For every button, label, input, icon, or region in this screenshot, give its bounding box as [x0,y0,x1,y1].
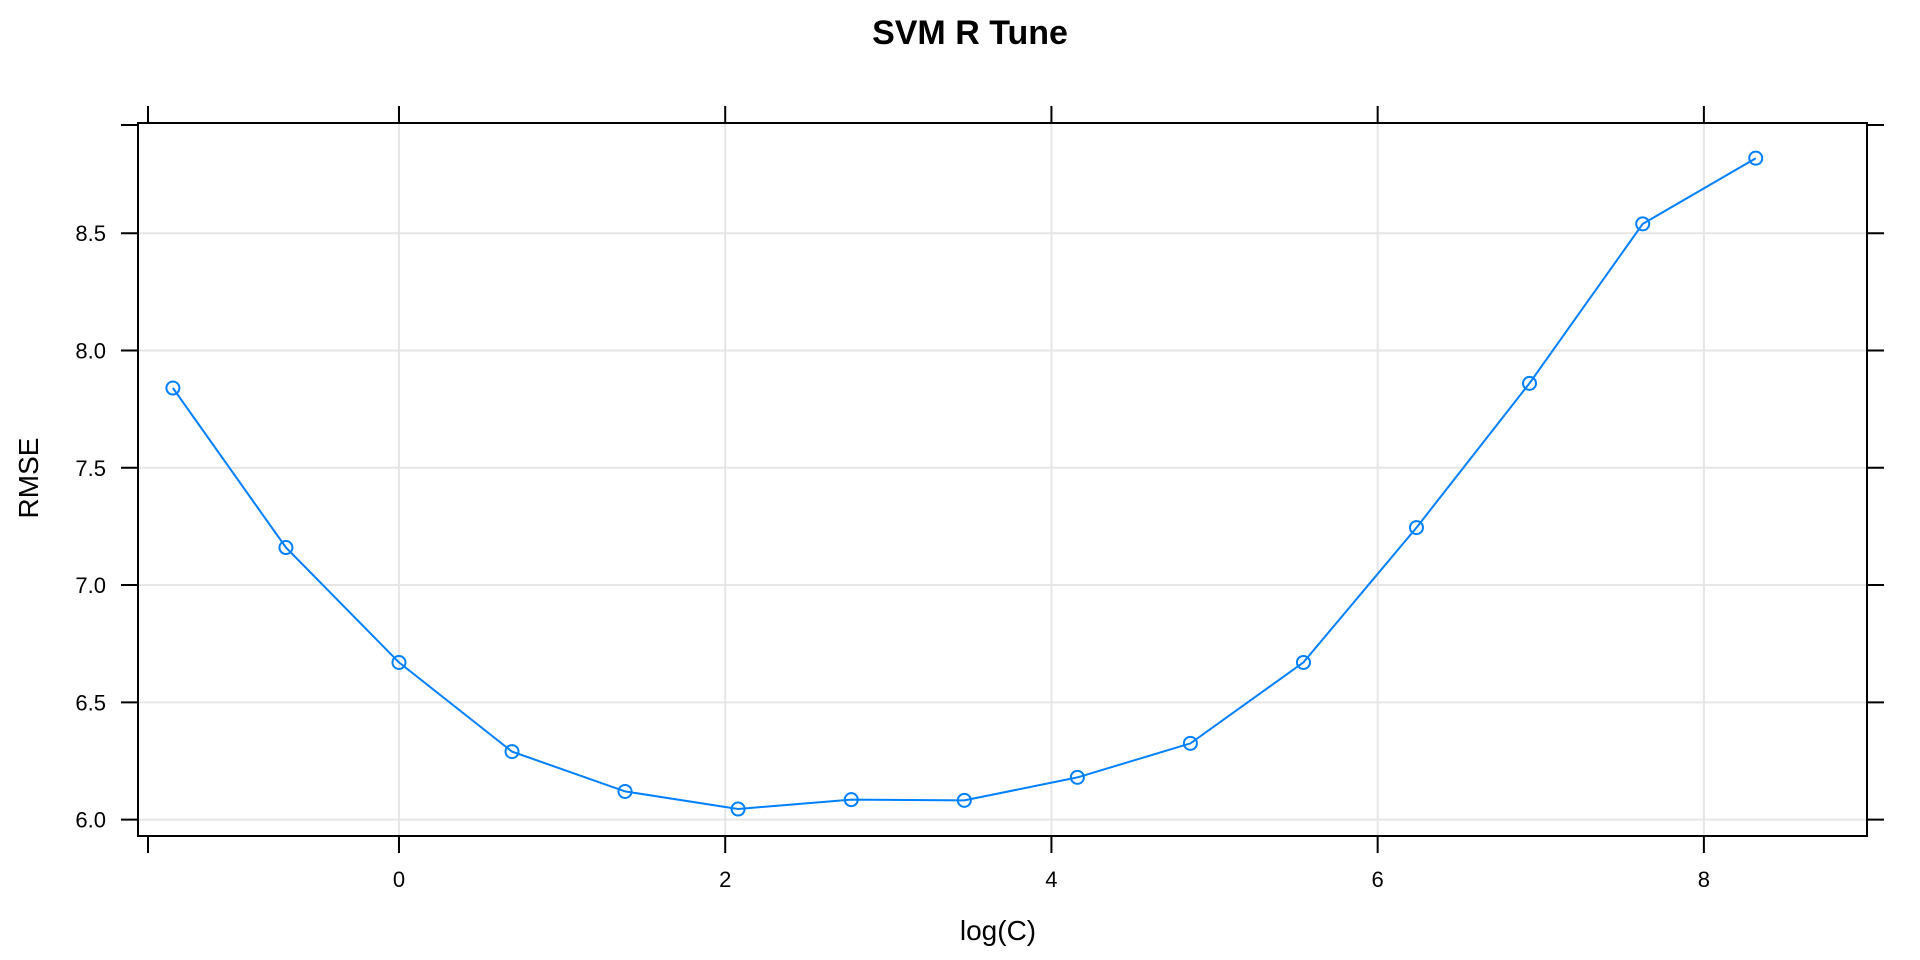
data-point [617,783,633,799]
x-axis-title: log(C) [960,915,1036,946]
y-tick-label: 6.0 [75,808,106,833]
data-point [165,380,181,396]
data-point [843,792,859,808]
data-point [1295,654,1311,670]
x-tick-label: 2 [719,867,731,892]
data-point [391,654,407,670]
y-tick-label: 8.5 [75,221,106,246]
y-tick-label: 7.0 [75,573,106,598]
data-point [730,801,746,817]
x-tick-label: 4 [1045,867,1057,892]
chart-title: SVM R Tune [872,14,1068,52]
series-line [172,157,1757,811]
data-series [165,150,1764,817]
x-tick-label: 8 [1698,867,1710,892]
x-tick-label: 6 [1372,867,1384,892]
data-point [1182,735,1198,751]
data-point [1748,150,1764,166]
y-tick-label: 7.5 [75,456,106,481]
data-point [1069,769,1085,785]
y-tick-label: 8.0 [75,339,106,364]
plot-frame [137,122,1868,837]
axis-ticks: 0 2 4 6 8 6.0 6.5 7.0 7.5 8.0 8.5 [75,106,1884,892]
data-point [1522,375,1538,391]
x-tick-label: 0 [393,867,405,892]
data-point [956,792,972,808]
y-axis-title: RMSE [13,438,44,519]
data-point [1635,216,1651,232]
data-point [504,744,520,760]
data-point [1408,520,1424,536]
y-tick-label: 6.5 [75,690,106,715]
data-point [278,540,294,556]
gridlines [138,123,1867,836]
